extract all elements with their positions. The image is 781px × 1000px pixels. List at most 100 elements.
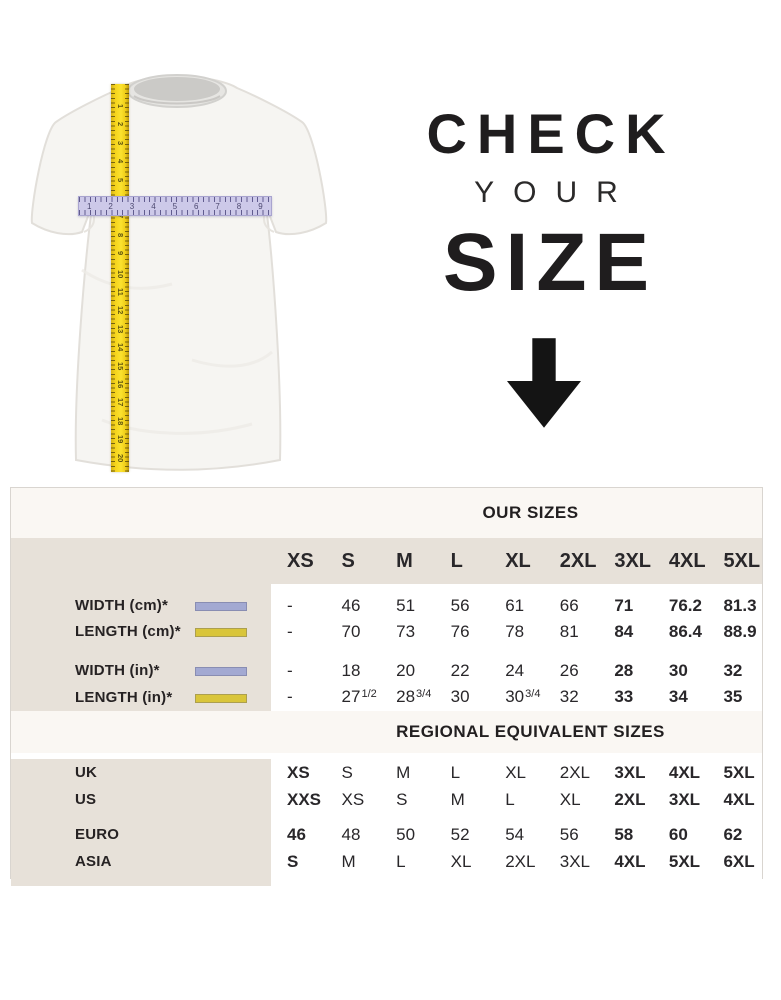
size-value-cell: 50 [396,825,416,844]
size-value-cell: 3XL [614,763,646,782]
size-value-cell: 81.3 [723,596,757,615]
size-value-cell: 81 [559,622,579,641]
headline-line3: SIZE [442,217,658,308]
tshirt-body [30,74,328,471]
size-value-cell: 54 [505,825,525,844]
size-value-cell: - [287,622,293,641]
size-value-cell: - [287,687,293,706]
size-column-header: M [396,550,413,572]
data-panel-background [271,759,762,886]
size-value-cell: 86.4 [668,622,702,641]
size-value-cell: 6XL [723,852,755,871]
tape-number: 14 [116,343,125,352]
size-value-cell: 5XL [668,852,701,871]
measure-row-label-cell: LENGTH (cm)* [11,619,271,645]
size-value-cell: 84 [614,622,634,641]
size-column-header: XS [287,550,314,572]
size-value-cell: 73 [396,622,416,641]
size-value-cell: 22 [450,661,470,680]
size-column-header: S [341,550,355,572]
regional-row: US XXS XS S M L XL 2XL 3XL 4XL [11,786,762,813]
size-value-cell: 3XL [559,852,591,871]
our-sizes-section: XS S M L XL 2XL 3XL 4XL 5XL WIDTH (cm)* - 46 51 56 61… [11,538,762,711]
down-arrow-icon [507,338,581,428]
ruler-number: 1 [87,202,92,211]
tape-number: 18 [116,416,125,426]
size-value-cell: S [287,852,299,871]
measure-row-label: LENGTH (cm)* [75,623,181,640]
tape-number: 17 [116,398,125,407]
region-row-label-cell: EURO [11,821,271,848]
size-value-cell: 28 [614,661,634,680]
horizontal-ruler: 1 2 3 4 5 6 7 8 9 [78,196,272,216]
size-value-cell: M [396,763,411,782]
size-value-cell: 26 [559,661,579,680]
ruler-number: 6 [194,202,199,211]
size-column-header: 3XL [614,550,652,572]
size-value-cell: 88.9 [723,622,757,641]
our-sizes-band: OUR SIZES [11,488,762,538]
size-value-cell: 2XL [559,763,591,782]
size-value-cell: XS [287,763,310,782]
size-column-header: 2XL [559,550,597,572]
headline-line2: YOUR [474,176,637,209]
size-value-cell: L [396,852,406,871]
tape-number: 8 [116,232,125,237]
size-value-cell: 30 [450,687,470,706]
size-chart-table: OUR SIZES XS S M L XL 2XL 3XL 4XL 5XL WIDTH (cm)… [10,487,763,886]
size-value-cell: 5XL [723,763,755,782]
size-value-cell: 48 [341,825,361,844]
measure-row: LENGTH (in)* - 271/2 283/4 30 303/4 32 33 34 35 [11,684,762,710]
size-value-cell: 78 [505,622,525,641]
tape-number: 13 [116,324,125,334]
size-value-cell: M [450,790,465,809]
yellow-measure-swatch [195,693,247,703]
tape-number: 3 [116,140,125,145]
region-row-label-cell: ASIA [11,848,271,875]
regional-sizes-section: UK XS S M L XL 2XL 3XL 4XL 5XL US XXS XS S M L XL 2XL 3XL 4… [11,759,762,886]
regional-row: EURO 46 48 50 52 54 56 58 60 62 [11,821,762,848]
region-row-label: ASIA [75,853,112,870]
size-value-cell: 271/2 [341,687,377,706]
purple-measure-swatch [195,666,247,676]
data-panel-background [271,584,762,711]
size-value-cell: 62 [723,825,743,844]
size-value-cell: 61 [505,596,525,615]
size-value-cell: 70 [341,622,361,641]
size-value-cell: 2XL [505,852,536,871]
size-value-cell: S [341,763,353,782]
regional-sizes-band: REGIONAL EQUIVALENT SIZES [11,711,762,753]
size-value-cell: S [396,790,408,809]
measure-row: LENGTH (cm)* - 70 73 76 78 81 84 86.4 88.9 [11,619,762,645]
size-value-cell: 18 [341,661,361,680]
tape-number: 20 [116,453,125,462]
size-value-cell: M [341,852,356,871]
header-label-spacer [11,538,271,584]
size-value-cell: 76.2 [668,596,702,615]
size-value-cell: XL [505,763,527,782]
measure-row-label-cell: LENGTH (in)* [11,684,271,712]
size-value-cell: 4XL [723,790,755,809]
size-value-cell: 33 [614,687,634,706]
size-value-cell: L [505,790,515,809]
size-column-header: 4XL [668,550,706,572]
size-value-cell: - [287,661,293,680]
yellow-measure-swatch [195,627,247,637]
size-column-header: L [450,550,463,572]
tape-number: 2 [116,122,125,127]
tape-number: 10 [116,269,125,278]
size-value-cell: 34 [668,687,688,706]
tape-number: 12 [116,306,125,315]
size-value-cell: XL [559,790,581,809]
size-value-cell: 32 [723,661,743,680]
size-value-cell: 46 [287,825,306,844]
size-column-header: XL [505,550,531,572]
size-value-cell: L [450,763,461,782]
fraction: 3/4 [525,688,541,700]
region-row-label: UK [75,764,98,781]
size-value-cell: 30 [668,661,688,680]
tape-number: 1 [116,104,125,109]
size-value-cell: 58 [614,825,634,844]
measure-row-label: WIDTH (cm)* [75,597,169,614]
tape-number: 4 [116,159,125,164]
